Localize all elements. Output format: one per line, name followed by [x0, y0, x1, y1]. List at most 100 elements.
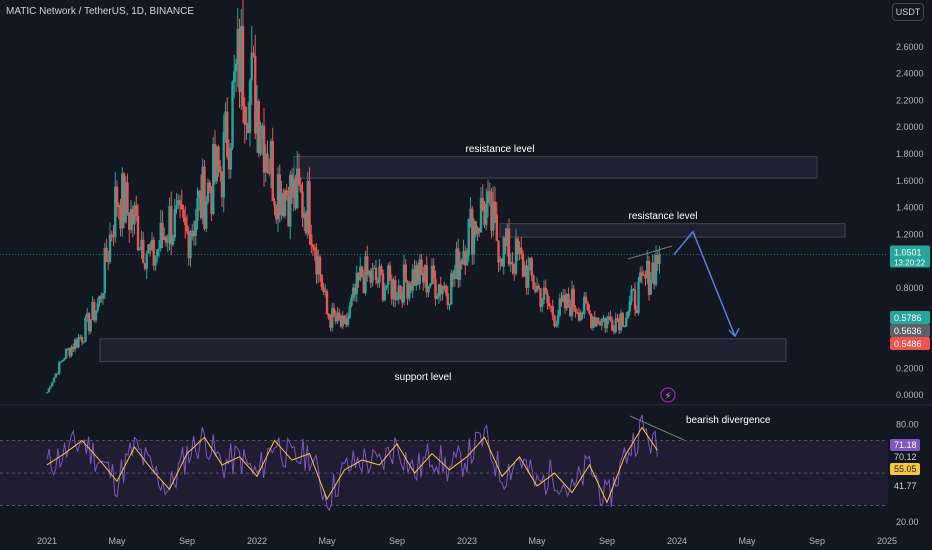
projection-arrow: [673, 230, 736, 337]
candle-body: [168, 206, 171, 241]
candle-body: [173, 209, 176, 238]
candle-body: [415, 265, 418, 286]
rsi-badge: [890, 480, 920, 492]
candle-body: [86, 313, 89, 318]
candle-body: [199, 190, 203, 218]
candle-body: [418, 259, 421, 285]
candle-body: [142, 239, 145, 264]
price-tick-label: 1.6000: [896, 176, 924, 186]
candle-body: [392, 279, 395, 300]
candle-body: [115, 186, 119, 205]
candle-body: [464, 250, 467, 266]
rsi-tick-label: 80.00: [896, 419, 919, 429]
candle-body: [423, 265, 427, 283]
candle-body: [595, 317, 598, 327]
candle-body: [548, 303, 551, 306]
candle-body: [441, 289, 444, 295]
candle-body: [254, 55, 257, 134]
candle-body: [534, 289, 537, 292]
time-tick-label: Sep: [389, 536, 405, 546]
candle-body: [220, 172, 224, 198]
candle-body: [329, 318, 332, 328]
candle-body: [493, 201, 497, 215]
candle-body: [600, 318, 603, 326]
candle-body: [546, 293, 549, 304]
candle-body: [656, 255, 659, 265]
candle-body: [406, 280, 409, 299]
candle-body: [381, 273, 385, 301]
candle-body: [75, 339, 78, 348]
candle-body: [535, 285, 539, 292]
candle-body: [58, 362, 61, 374]
time-tick-label: 2021: [37, 536, 57, 546]
candle-body: [402, 264, 406, 303]
candle-body: [359, 266, 362, 281]
candle-body: [572, 288, 575, 308]
candle-body: [436, 296, 439, 299]
price-badge: [890, 324, 930, 337]
candle-body: [70, 346, 73, 356]
candle-body: [147, 244, 150, 254]
candle-body: [103, 247, 106, 294]
candle-body: [411, 269, 414, 291]
candle-body: [185, 225, 189, 232]
candle-body: [262, 125, 266, 173]
candle-body: [313, 247, 316, 251]
candle-body: [310, 234, 313, 246]
price-badge-label: 0.5636: [894, 326, 922, 336]
candle-body: [138, 248, 141, 251]
candle-body: [513, 264, 516, 274]
candle-body: [89, 319, 92, 332]
currency-button[interactable]: USDT: [892, 3, 924, 21]
candle-body: [296, 168, 299, 209]
candles: [45, 0, 661, 394]
time-tick-label: 2025: [877, 536, 897, 546]
candle-body: [551, 306, 554, 316]
candle-body: [623, 326, 626, 328]
candle-body: [94, 310, 98, 321]
time-tick-label: May: [108, 536, 126, 546]
candle-body: [255, 101, 259, 134]
candle-body: [444, 285, 448, 294]
candle-body: [129, 209, 133, 230]
candle-body: [238, 28, 241, 92]
candle-body: [276, 174, 280, 220]
rsi-badge: [890, 451, 920, 463]
price-badge-label: 0.5486: [894, 339, 922, 349]
resistance-lower-label: resistance level: [629, 211, 698, 222]
candle-body: [576, 312, 579, 314]
candle-body: [588, 310, 591, 314]
divergence-label: bearish divergence: [686, 415, 771, 426]
candle-body: [222, 132, 225, 198]
candle-body: [68, 348, 71, 356]
candle-body: [507, 228, 511, 265]
candle-body: [119, 207, 122, 229]
candle-body: [315, 250, 318, 275]
candle-body: [500, 259, 504, 267]
time-tick-label: May: [528, 536, 546, 546]
candle-body: [479, 198, 483, 233]
candle-body: [341, 315, 344, 327]
time-tick-label: May: [318, 536, 336, 546]
candle-body: [616, 318, 619, 320]
candle-body: [537, 285, 540, 289]
candle-body: [192, 230, 196, 236]
candle-body: [455, 248, 458, 270]
candle-body: [614, 318, 617, 333]
rsi-divergence-line: [629, 415, 685, 441]
time-tick-label: May: [738, 536, 756, 546]
candle-body: [327, 313, 330, 319]
candle-body: [136, 215, 140, 251]
candle-body: [297, 168, 301, 185]
candle-body: [79, 337, 82, 339]
candle-body: [420, 259, 423, 274]
candle-body: [170, 206, 173, 245]
rsi-panel: 80.00 20.00 71.18 70.12 55.05 41.77: [0, 414, 920, 527]
candle-body: [226, 111, 229, 157]
candle-body: [612, 330, 616, 333]
candle-body: [511, 261, 514, 265]
candle-body: [584, 296, 588, 303]
candle-body: [562, 295, 565, 302]
candle-body: [334, 315, 337, 322]
